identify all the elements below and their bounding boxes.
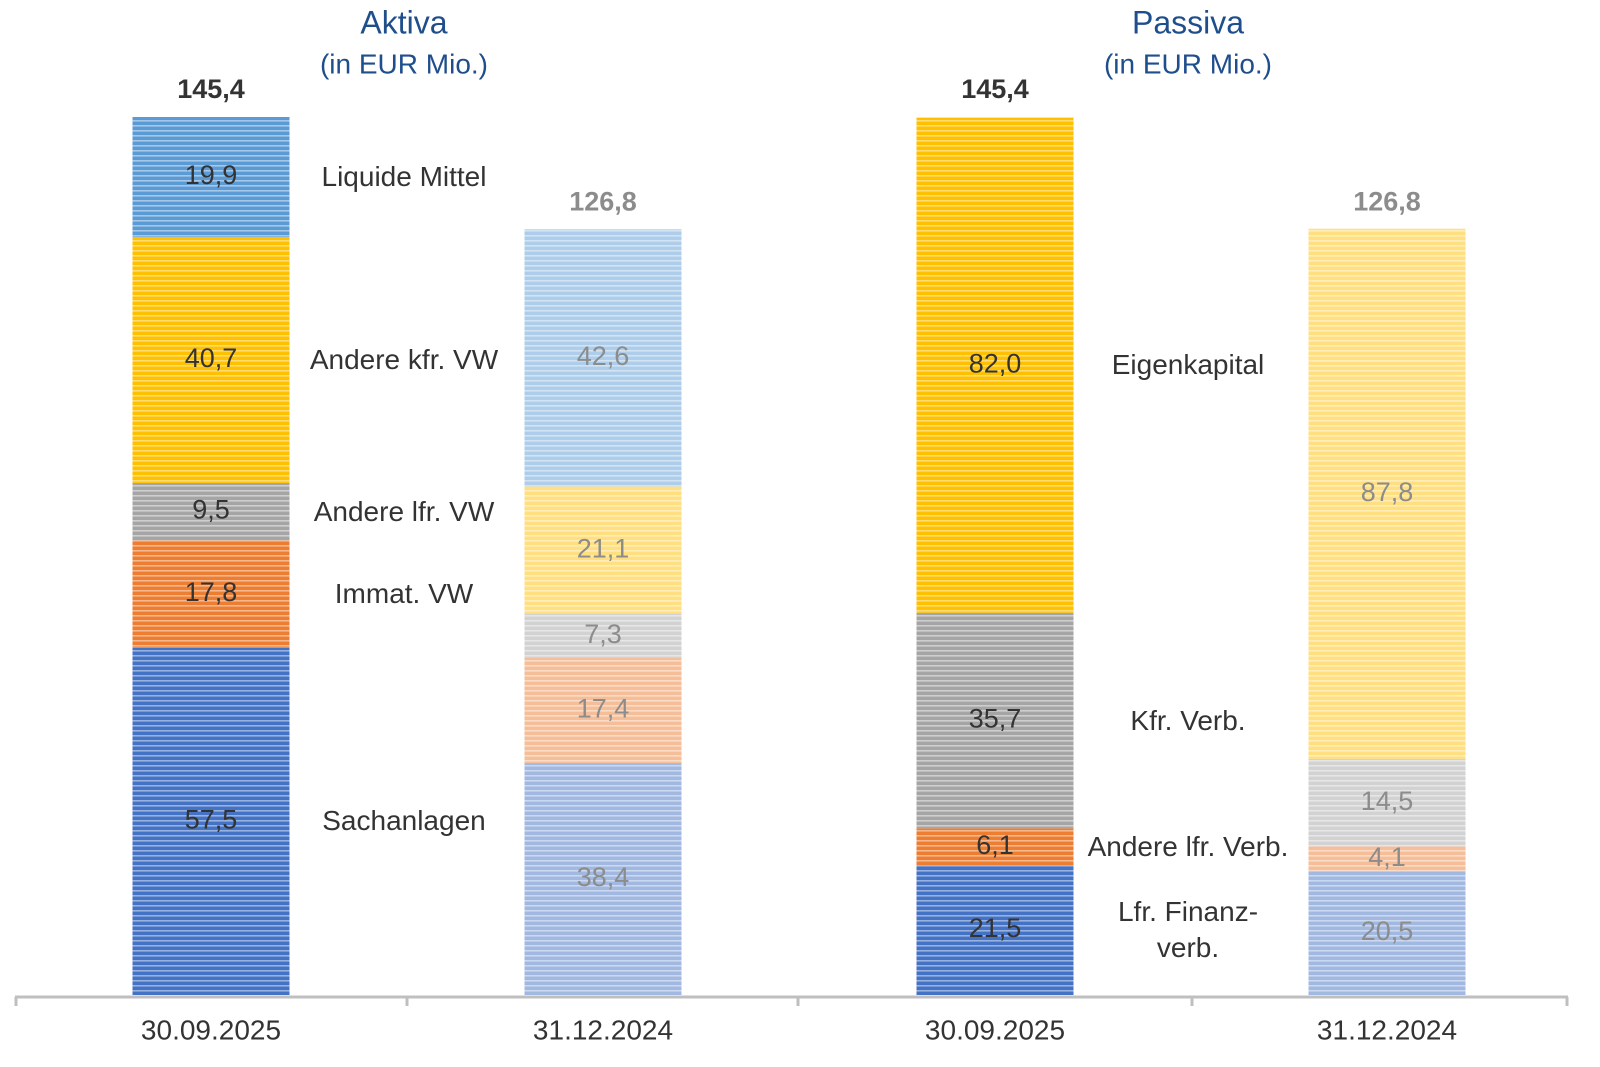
total-label: 145,4: [177, 74, 245, 104]
series-label: Lfr. Finanz- verb.: [1117, 896, 1259, 964]
x-tick-label: 31.12.2024: [533, 1014, 673, 1045]
value-label: 9,5: [192, 495, 230, 525]
value-label: 17,4: [577, 694, 630, 724]
value-label: 17,8: [185, 577, 238, 607]
bar-stripes: [1308, 871, 1466, 995]
bar-stripes: [132, 237, 290, 483]
chart-subtitle: (in EUR Mio.): [1104, 48, 1272, 79]
value-label: 19,9: [185, 160, 238, 190]
bar-stripes: [1308, 758, 1466, 847]
bar-stripes: [916, 865, 1074, 995]
chart-subtitle: (in EUR Mio.): [320, 48, 488, 79]
series-label: Andere lfr. Verb.: [1087, 830, 1289, 862]
series-label: Eigenkapital: [1111, 349, 1265, 381]
total-label: 145,4: [961, 74, 1029, 104]
bar-stripes: [132, 117, 290, 238]
x-tick-label: 30.09.2025: [925, 1014, 1065, 1045]
x-tick-label: 31.12.2024: [1317, 1014, 1457, 1045]
bar-stripes: [132, 482, 290, 541]
bar-stripes: [1308, 228, 1466, 759]
bar-stripes: [524, 613, 682, 659]
value-label: 4,1: [1368, 842, 1406, 872]
bar-stripes: [524, 229, 682, 487]
bar-stripes: [524, 658, 682, 764]
bar-stripes: [524, 763, 682, 995]
bar-stripes: [524, 486, 682, 614]
bar-stripes: [1308, 846, 1466, 872]
bar-stripes: [916, 828, 1074, 866]
chart-title: Aktiva: [360, 4, 447, 40]
x-tick-label: 30.09.2025: [141, 1014, 281, 1045]
bar-stripes: [132, 540, 290, 648]
total-label: 126,8: [569, 186, 637, 216]
value-label: 57,5: [185, 805, 238, 835]
series-label: Andere lfr. VW: [313, 495, 495, 527]
value-label: 6,1: [976, 830, 1014, 860]
value-label: 21,5: [969, 913, 1022, 943]
bar-stripes: [916, 612, 1074, 829]
series-label: Sachanlagen: [322, 805, 486, 837]
value-label: 7,3: [584, 619, 622, 649]
total-label: 126,8: [1353, 186, 1421, 216]
value-label: 40,7: [185, 343, 238, 373]
series-label: Kfr. Verb.: [1130, 704, 1246, 736]
value-label: 21,1: [577, 533, 630, 563]
value-label: 38,4: [577, 862, 630, 892]
series-label: Liquide Mittel: [321, 161, 487, 193]
value-label: 82,0: [969, 348, 1022, 378]
chart-title: Passiva: [1132, 4, 1244, 40]
bar-stripes: [916, 117, 1074, 613]
value-label: 35,7: [969, 704, 1022, 734]
value-label: 14,5: [1361, 786, 1414, 816]
value-label: 87,8: [1361, 477, 1414, 507]
value-label: 20,5: [1361, 916, 1414, 946]
series-label: Andere kfr. VW: [309, 344, 499, 376]
value-label: 42,6: [577, 341, 630, 371]
bar-stripes: [132, 647, 290, 995]
series-label: Immat. VW: [334, 578, 474, 610]
